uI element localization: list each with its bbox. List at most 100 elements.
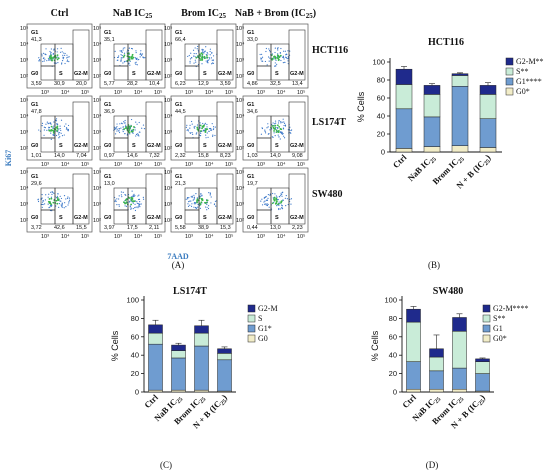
y-tick-label: 10⁵	[164, 25, 172, 32]
category-label: Ctrl	[400, 392, 418, 410]
gate-value-g1: 33,0	[247, 37, 258, 43]
event-dot	[66, 57, 68, 59]
event-dot-dense	[128, 129, 131, 131]
event-dot	[137, 198, 140, 201]
x-tick-label: 10³	[257, 162, 265, 168]
row-label: LS174T	[312, 117, 346, 128]
event-dot	[273, 58, 275, 60]
event-dot	[188, 197, 190, 199]
event-dot	[260, 133, 263, 135]
gate-value-g2m: 20,0	[76, 81, 87, 87]
event-dot-dense	[271, 58, 274, 61]
event-dot	[191, 196, 193, 198]
event-dot	[201, 194, 203, 196]
event-dot	[44, 203, 46, 205]
event-dot	[282, 118, 284, 120]
event-dot	[264, 200, 266, 202]
gate-label-s: S	[59, 143, 63, 149]
event-dot	[60, 47, 62, 49]
bar-segment-g0	[148, 389, 163, 393]
event-dot	[61, 135, 64, 137]
y-axis-label: % Cells	[370, 330, 380, 361]
event-dot	[62, 56, 65, 59]
flow-plot-frame	[242, 23, 309, 89]
event-dot-dense	[202, 124, 205, 127]
event-dot	[52, 134, 54, 136]
event-dot	[207, 205, 210, 207]
y-tick-label: 10⁴	[20, 185, 29, 192]
x-tick-label: 10⁴	[61, 161, 70, 168]
legend-label: S**	[516, 67, 528, 76]
event-dot	[202, 50, 204, 52]
flow-plot-frame	[26, 95, 93, 161]
event-dot	[264, 203, 266, 205]
event-dot	[49, 122, 52, 124]
y-tick-label: 10³	[20, 58, 28, 64]
y-tick-label: 100	[372, 58, 385, 67]
bar-segment-g1	[451, 86, 469, 146]
event-dot	[117, 56, 119, 58]
event-dot	[115, 127, 118, 129]
event-dot-dense	[273, 196, 276, 199]
event-dot	[44, 199, 47, 201]
event-dot	[267, 197, 269, 199]
event-dot	[272, 192, 274, 195]
event-dot	[59, 132, 61, 134]
event-dot	[120, 58, 122, 60]
gate-label-g2m: G2-M	[218, 143, 232, 149]
y-tick-label: 100	[126, 296, 139, 305]
event-dot	[280, 122, 282, 124]
event-dot	[264, 129, 266, 131]
bar-segment-g1	[429, 370, 444, 390]
event-dot-dense	[279, 128, 282, 130]
gate-value-s: 32,5	[270, 81, 281, 87]
event-dot	[290, 203, 292, 205]
bar-segment-g1	[148, 343, 163, 391]
event-dot	[210, 128, 212, 130]
event-dot	[124, 47, 126, 49]
event-dot	[284, 61, 286, 64]
event-dot	[139, 201, 141, 203]
y-tick-label: 10⁵	[164, 169, 172, 176]
event-dot	[60, 197, 63, 200]
gate-value-g2m: 2,23	[292, 225, 303, 231]
event-dot	[139, 203, 141, 205]
event-dot	[199, 127, 201, 129]
event-dot-dense	[206, 199, 209, 202]
event-dot-dense	[51, 129, 54, 132]
event-dot	[205, 60, 207, 62]
gate-g2m	[216, 29, 234, 81]
event-dot	[272, 197, 274, 199]
gate-label-g1: G1	[247, 174, 254, 180]
flow-plot-frame	[99, 95, 166, 161]
event-dot	[276, 205, 278, 207]
event-dot-dense	[274, 124, 277, 127]
event-dot	[282, 135, 285, 137]
event-dot	[67, 124, 70, 127]
y-tick-label: 0	[135, 388, 139, 397]
y-tick-label: 0	[393, 388, 397, 397]
event-dot-dense	[130, 203, 133, 206]
event-dot	[189, 60, 191, 62]
event-dot	[207, 59, 210, 61]
event-dot	[206, 126, 208, 128]
event-dot	[204, 123, 206, 126]
event-dot	[206, 61, 208, 63]
event-dot	[137, 195, 139, 197]
y-tick-label: 10³	[93, 130, 101, 136]
event-dot	[142, 56, 144, 58]
event-dot	[53, 135, 55, 137]
gate-value-g0: 4,86	[247, 81, 258, 87]
event-dot	[123, 122, 125, 124]
event-dot	[50, 48, 52, 50]
event-dot-dense	[132, 128, 135, 131]
event-dot	[272, 122, 274, 124]
event-dot	[277, 49, 279, 51]
legend-swatch	[505, 87, 514, 96]
bar-segment-g1	[406, 361, 421, 390]
event-dot	[192, 133, 194, 135]
bar-segment-g2m	[423, 85, 441, 95]
event-dot	[277, 134, 279, 136]
event-dot	[123, 52, 126, 54]
event-dot	[46, 129, 48, 131]
